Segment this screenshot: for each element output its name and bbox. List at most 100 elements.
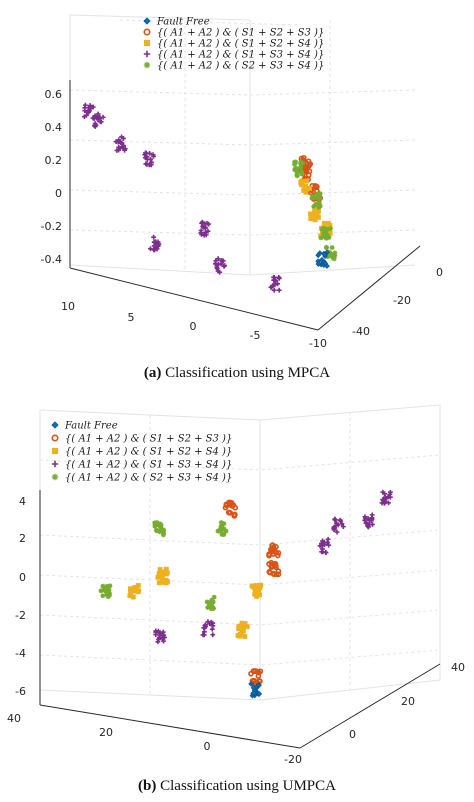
chart-b-x-ticks: 40 20 0 -20 xyxy=(7,712,302,766)
data-point-plus xyxy=(87,105,93,111)
data-point-plus xyxy=(380,497,386,503)
data-point-plus xyxy=(205,619,211,625)
data-point-plus xyxy=(153,628,159,634)
data-point-star xyxy=(104,585,110,590)
caption-b-letter: (b) xyxy=(138,778,156,794)
data-point-star xyxy=(299,169,304,174)
data-point-circle xyxy=(274,552,281,559)
data-point-plus xyxy=(198,228,204,234)
data-point-plus xyxy=(156,635,162,641)
data-point-star xyxy=(211,594,217,600)
data-point-plus xyxy=(337,517,343,523)
legend-a: Fault Free{( A1 + A2 ) & ( S1 + S2 + S3 … xyxy=(143,17,324,72)
data-point-star xyxy=(321,234,327,240)
data-point-star xyxy=(100,583,106,589)
data-point-plus xyxy=(221,263,227,269)
data-point-plus xyxy=(151,234,157,240)
legend-b: Fault Free {( A1 + A2 ) & ( S1 + S2 + S3 … xyxy=(51,421,232,484)
data-point-star xyxy=(158,526,164,531)
legend-marker-star xyxy=(51,473,59,481)
legend-label: {( A1 + A2 ) & ( S1 + S2 + S3 )} xyxy=(65,434,232,445)
data-point-star xyxy=(215,528,221,534)
data-point-plus xyxy=(202,623,208,629)
chart-b-y-ticks: 40 20 0 xyxy=(349,661,465,741)
legend-label: {( A1 + A2 ) & ( S1 + S3 + S4 )} xyxy=(157,50,324,61)
data-point-plus xyxy=(119,134,124,140)
data-point-star xyxy=(329,253,334,259)
data-point-circle xyxy=(303,166,310,173)
data-point-square xyxy=(128,590,134,596)
data-point-square xyxy=(240,628,246,634)
data-point-plus xyxy=(90,104,96,110)
data-point-star xyxy=(328,226,333,231)
x-tick: 20 xyxy=(99,726,113,739)
data-point-plus xyxy=(333,522,339,528)
data-point-star xyxy=(318,235,324,241)
data-point-star xyxy=(157,521,163,527)
caption-a: (a) Classification using MPCA xyxy=(144,365,330,381)
data-point-plus xyxy=(370,522,375,527)
data-point-circle xyxy=(226,501,233,508)
data-point-square xyxy=(312,212,318,218)
data-point-star xyxy=(320,231,326,237)
chart-a-axes xyxy=(69,80,421,331)
data-point-plus xyxy=(331,527,337,533)
z-tick: 0.2 xyxy=(45,154,63,167)
data-point-square xyxy=(308,216,314,222)
data-point-circle xyxy=(232,504,239,511)
y-tick: 0 xyxy=(436,266,443,279)
data-point-star xyxy=(314,201,319,207)
data-point-plus xyxy=(82,108,88,114)
z-tick: 0.6 xyxy=(45,88,63,101)
chart-b-z-ticks: 4 2 0 -2 -4 -6 xyxy=(15,495,26,698)
data-point-plus xyxy=(220,258,226,264)
data-point-star xyxy=(311,195,317,201)
data-point-diamond xyxy=(256,691,263,697)
data-point-star xyxy=(208,604,214,610)
data-point-plus xyxy=(210,620,216,626)
data-point-plus xyxy=(147,161,153,167)
legend-marker-plus xyxy=(51,460,59,468)
y-tick: -40 xyxy=(352,325,370,338)
chart-a-z-ticks: 0.6 0.4 0.2 0 -0.2 -0.4 xyxy=(41,88,62,266)
data-point-star xyxy=(205,605,211,610)
data-point-star xyxy=(221,521,227,526)
data-point-circle xyxy=(269,563,275,569)
data-point-plus xyxy=(216,261,221,267)
data-point-star xyxy=(223,528,229,534)
data-point-plus xyxy=(100,114,106,120)
data-point-plus xyxy=(199,220,205,226)
data-point-star xyxy=(107,583,113,589)
data-point-square xyxy=(252,591,258,597)
data-point-plus xyxy=(162,635,167,640)
data-point-square xyxy=(315,209,321,215)
z-tick: -2 xyxy=(15,609,26,622)
data-point-plus xyxy=(205,228,211,234)
data-point-plus xyxy=(271,277,277,283)
data-point-plus xyxy=(275,281,281,287)
data-point-square xyxy=(258,582,264,588)
legend-marker-circle xyxy=(143,28,151,36)
data-point-circle xyxy=(266,552,272,559)
chart-a-x-ticks: 10 5 0 -5 -10 xyxy=(61,300,327,350)
data-point-square xyxy=(156,580,162,586)
data-point-plus xyxy=(369,516,375,522)
data-point-diamond xyxy=(319,256,325,263)
y-tick: 0 xyxy=(349,728,356,741)
data-point-star xyxy=(221,531,227,537)
data-point-plus xyxy=(93,122,99,128)
data-point-star xyxy=(106,593,112,598)
data-point-star xyxy=(208,599,214,605)
x-tick: -20 xyxy=(284,753,302,766)
data-point-plus xyxy=(147,150,152,156)
data-point-square xyxy=(308,212,314,218)
data-point-star xyxy=(161,528,167,534)
data-point-plus xyxy=(157,631,163,637)
data-point-plus xyxy=(122,146,128,152)
z-tick: -6 xyxy=(15,685,26,698)
data-point-plus xyxy=(200,224,206,229)
data-point-plus xyxy=(120,144,126,150)
legend-marker-square xyxy=(143,39,151,47)
data-point-plus xyxy=(82,102,88,108)
data-point-star xyxy=(161,531,167,537)
